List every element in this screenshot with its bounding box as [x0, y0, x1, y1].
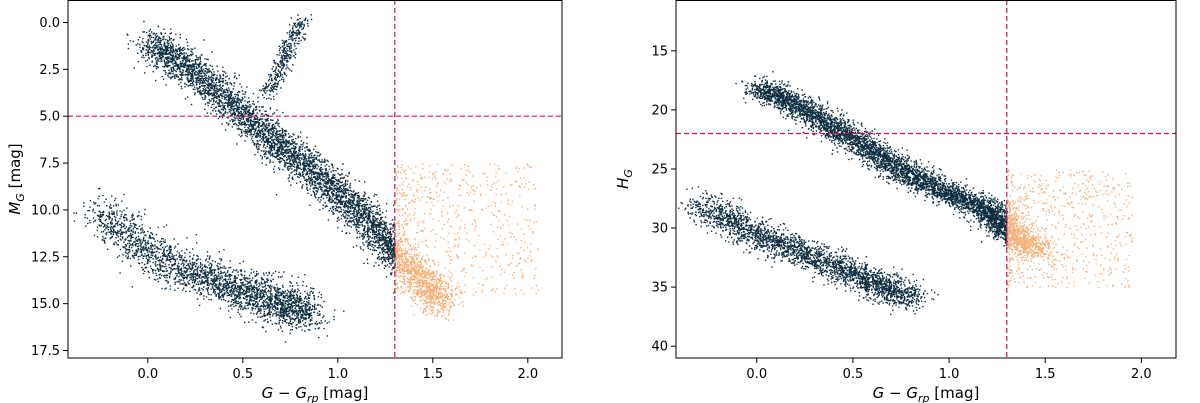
y-axis-label: HG [614, 169, 635, 189]
y-axis-label: MG [mag] [6, 143, 27, 214]
x-tick-label: 1.5 [422, 367, 443, 382]
y-tick-label: 15.0 [31, 297, 60, 312]
y-tick-label: 40 [651, 340, 668, 355]
x-tick-label: 1.0 [939, 367, 960, 382]
x-tick-label: 2.0 [517, 367, 538, 382]
main-points [73, 14, 397, 343]
y-tick-label: 15 [651, 44, 668, 59]
x-tick-label: 1.5 [1035, 367, 1056, 382]
y-tick-label: 5.0 [39, 110, 60, 125]
x-axis-label: G − Grp [mag] [262, 384, 369, 403]
x-tick-label: 0.5 [843, 367, 864, 382]
scatter-points [73, 14, 539, 343]
x-axis-label: G − Grp [mag] [873, 384, 980, 403]
main-points [678, 71, 1009, 316]
y-tick-label: 7.5 [39, 157, 60, 172]
excluded-points [1006, 169, 1133, 289]
x-tick-label: 0.5 [232, 367, 253, 382]
left-panel: 0.0 0.5 1.0 1.5 2.0 0.0 2.5 5.0 7.5 10.0 12.5 15.0 1… [6, 0, 563, 403]
x-tick-label: 0.0 [746, 367, 767, 382]
x-tick-label: 0.0 [137, 367, 158, 382]
y-tick-label: 30 [651, 222, 668, 237]
plot-frame [67, 0, 563, 359]
right-panel: 0.0 0.5 1.0 1.5 2.0 15 20 25 30 35 40 G − Grp [mag]… [614, 0, 1177, 403]
excluded-points [394, 163, 539, 321]
plot-frame [675, 0, 1177, 359]
y-tick-label: 35 [651, 281, 668, 296]
y-tick-label: 10.0 [31, 203, 60, 218]
y-tick-label: 0.0 [39, 16, 60, 31]
y-tick-label: 2.5 [39, 63, 60, 78]
y-tick-label: 12.5 [31, 250, 60, 265]
x-tick-label: 2.0 [1131, 367, 1152, 382]
y-tick-label: 17.5 [31, 344, 60, 359]
x-tick-label: 1.0 [327, 367, 348, 382]
scatter-points [678, 71, 1133, 316]
y-tick-label: 20 [651, 103, 668, 118]
y-tick-label: 25 [651, 162, 668, 177]
